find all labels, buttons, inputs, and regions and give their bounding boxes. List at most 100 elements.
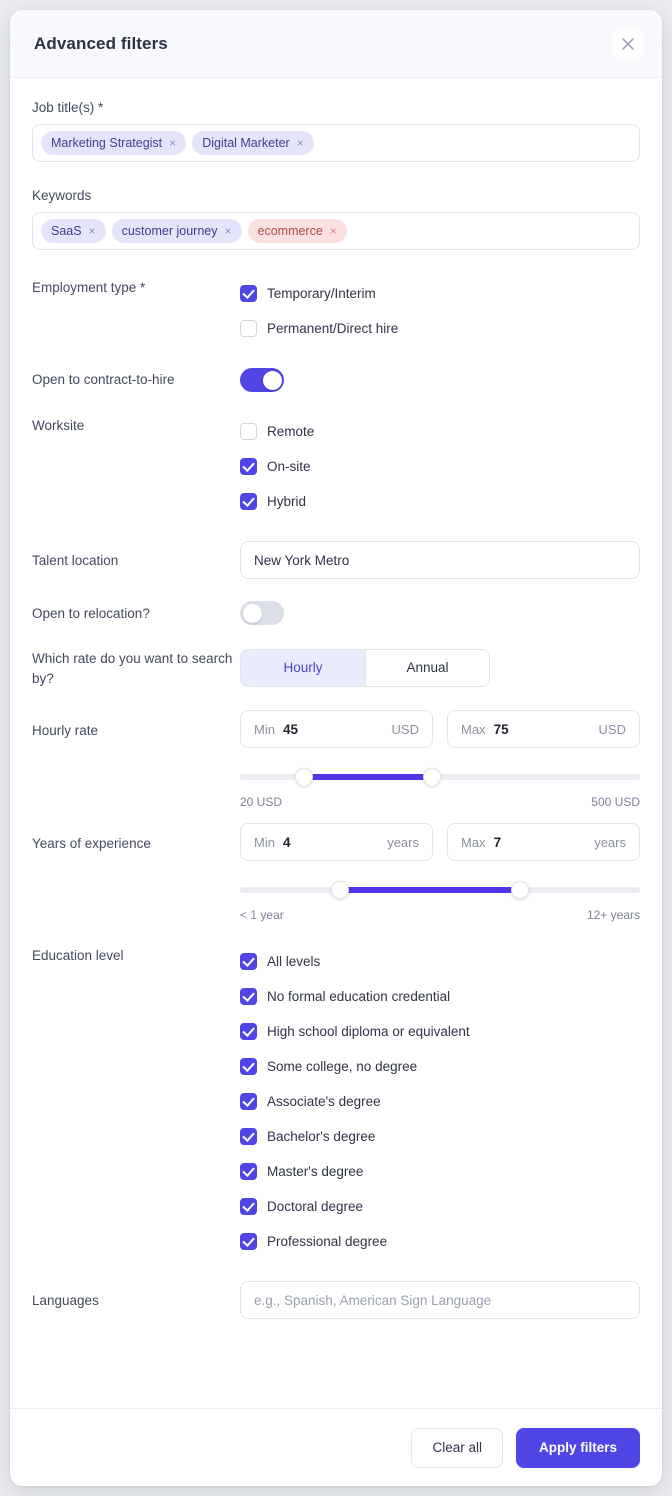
job-titles-group: Job title(s) * Marketing Strategist × Di… — [32, 100, 640, 162]
rate-type-segmented-control[interactable]: Hourly Annual — [240, 648, 490, 687]
checkbox-icon — [240, 1128, 257, 1146]
checkbox-label: Permanent/Direct hire — [267, 321, 399, 336]
chip-label: customer journey — [121, 224, 218, 238]
checkbox-education-0[interactable]: All levels — [240, 944, 640, 979]
filters-form: Job title(s) * Marketing Strategist × Di… — [10, 78, 662, 1408]
tab-annual[interactable]: Annual — [365, 649, 489, 686]
checkbox-education-7[interactable]: Doctoral degree — [240, 1189, 640, 1224]
close-button[interactable] — [612, 27, 644, 60]
education-group: Education level All levels No formal educ… — [32, 944, 640, 1259]
slider-min-label: < 1 year — [240, 908, 284, 923]
checkbox-label: Remote — [267, 424, 315, 439]
hourly-rate-min-input[interactable]: Min 45 USD — [240, 710, 433, 749]
clear-all-button[interactable]: Clear all — [411, 1427, 503, 1468]
min-prefix: Min — [254, 721, 275, 737]
checkbox-permanent-direct-hire[interactable]: Permanent/Direct hire — [240, 311, 640, 346]
chip-remove-icon[interactable]: × — [296, 136, 304, 150]
chip-remove-icon[interactable]: × — [169, 136, 177, 150]
checkbox-label: Hybrid — [267, 494, 307, 509]
slider-thumb-max[interactable] — [511, 881, 529, 900]
checkbox-remote[interactable]: Remote — [240, 414, 640, 449]
checkbox-education-4[interactable]: Associate's degree — [240, 1084, 640, 1119]
slider-min-label: 20 USD — [240, 795, 283, 810]
chip[interactable]: Marketing Strategist × — [41, 131, 187, 155]
relocation-label: Open to relocation? — [32, 606, 150, 622]
talent-location-input[interactable] — [240, 541, 640, 579]
slider-max-label: 12+ years — [586, 908, 640, 923]
advanced-filters-modal: Advanced filters Job title(s) * Marketin… — [10, 10, 662, 1486]
checkbox-icon — [240, 458, 257, 475]
slider-thumb-max[interactable] — [423, 768, 441, 787]
contract-to-hire-group: Open to contract-to-hire — [32, 368, 640, 392]
max-unit: USD — [598, 721, 626, 737]
education-checkbox-list: All levels No formal education credential… — [240, 944, 640, 1259]
tab-hourly[interactable]: Hourly — [241, 649, 365, 686]
hourly-rate-max-input[interactable]: Max 75 USD — [447, 710, 640, 749]
toggle-contract-to-hire[interactable] — [240, 368, 284, 392]
experience-label: Years of experience — [32, 836, 151, 852]
rate-type-group: Which rate do you want to search by? Hou… — [32, 647, 640, 688]
checkbox-label: Bachelor's degree — [267, 1129, 376, 1145]
rate-type-label: Which rate do you want to search by? — [32, 651, 233, 686]
checkbox-label: Temporary/Interim — [267, 286, 376, 301]
modal-header: Advanced filters — [10, 10, 662, 78]
chip-label: Digital Marketer — [202, 136, 290, 150]
checkbox-icon — [240, 953, 257, 971]
checkbox-icon — [240, 320, 257, 337]
hourly-rate-slider[interactable] — [240, 768, 640, 787]
toggle-knob — [262, 370, 282, 390]
keywords-input[interactable]: SaaS × customer journey × ecommerce × — [32, 212, 640, 250]
checkbox-education-3[interactable]: Some college, no degree — [240, 1049, 640, 1084]
chip-remove-icon[interactable]: × — [88, 224, 96, 238]
experience-slider[interactable] — [240, 881, 640, 900]
checkbox-label: No formal education credential — [267, 989, 451, 1005]
min-unit: USD — [391, 721, 419, 737]
chip[interactable]: customer journey × — [111, 219, 242, 243]
checkbox-icon — [240, 1233, 257, 1251]
checkbox-icon — [240, 1058, 257, 1076]
experience-min-input[interactable]: Min 4 years — [240, 823, 433, 862]
slider-fill — [340, 887, 520, 894]
job-titles-input[interactable]: Marketing Strategist × Digital Marketer … — [32, 124, 640, 162]
checkbox-icon — [240, 493, 257, 510]
checkbox-icon — [240, 988, 257, 1006]
checkbox-education-2[interactable]: High school diploma or equivalent — [240, 1014, 640, 1049]
checkbox-on-site[interactable]: On-site — [240, 449, 640, 484]
slider-thumb-min[interactable] — [331, 881, 349, 900]
employment-type-label: Employment type * — [32, 280, 146, 295]
relocation-group: Open to relocation? — [32, 601, 640, 625]
checkbox-icon — [240, 1198, 257, 1216]
apply-filters-button[interactable]: Apply filters — [515, 1427, 640, 1468]
checkbox-education-5[interactable]: Bachelor's degree — [240, 1119, 640, 1154]
chip-label: Marketing Strategist — [51, 136, 163, 150]
checkbox-label: Some college, no degree — [267, 1059, 418, 1075]
checkbox-education-6[interactable]: Master's degree — [240, 1154, 640, 1189]
checkbox-icon — [240, 1023, 257, 1041]
experience-max-input[interactable]: Max 7 years — [447, 823, 640, 862]
chip-excluded[interactable]: ecommerce × — [247, 219, 347, 243]
checkbox-education-8[interactable]: Professional degree — [240, 1224, 640, 1259]
checkbox-label: Master's degree — [267, 1164, 364, 1180]
experience-group: Years of experience Min 4 years Max 7 ye… — [32, 823, 640, 922]
worksite-group: Worksite Remote On-site Hybrid — [32, 414, 640, 519]
checkbox-temporary-interim[interactable]: Temporary/Interim — [240, 276, 640, 311]
chip-remove-icon[interactable]: × — [329, 224, 337, 238]
chip[interactable]: Digital Marketer × — [192, 131, 314, 155]
contract-to-hire-label: Open to contract-to-hire — [32, 372, 175, 387]
checkbox-icon — [240, 285, 257, 302]
job-titles-label: Job title(s) * — [32, 100, 104, 115]
checkbox-education-1[interactable]: No formal education credential — [240, 979, 640, 1014]
checkbox-label: High school diploma or equivalent — [267, 1024, 470, 1040]
toggle-relocation[interactable] — [240, 601, 284, 625]
languages-group: Languages — [32, 1281, 640, 1320]
education-label: Education level — [32, 948, 124, 964]
languages-input[interactable] — [240, 1281, 640, 1320]
slider-thumb-min[interactable] — [295, 768, 313, 787]
min-prefix: Min — [254, 834, 275, 850]
chip[interactable]: SaaS × — [41, 219, 106, 243]
chip-remove-icon[interactable]: × — [224, 224, 232, 238]
talent-location-group: Talent location — [32, 541, 640, 579]
checkbox-hybrid[interactable]: Hybrid — [240, 484, 640, 519]
worksite-label: Worksite — [32, 418, 85, 433]
talent-location-label: Talent location — [32, 553, 119, 569]
